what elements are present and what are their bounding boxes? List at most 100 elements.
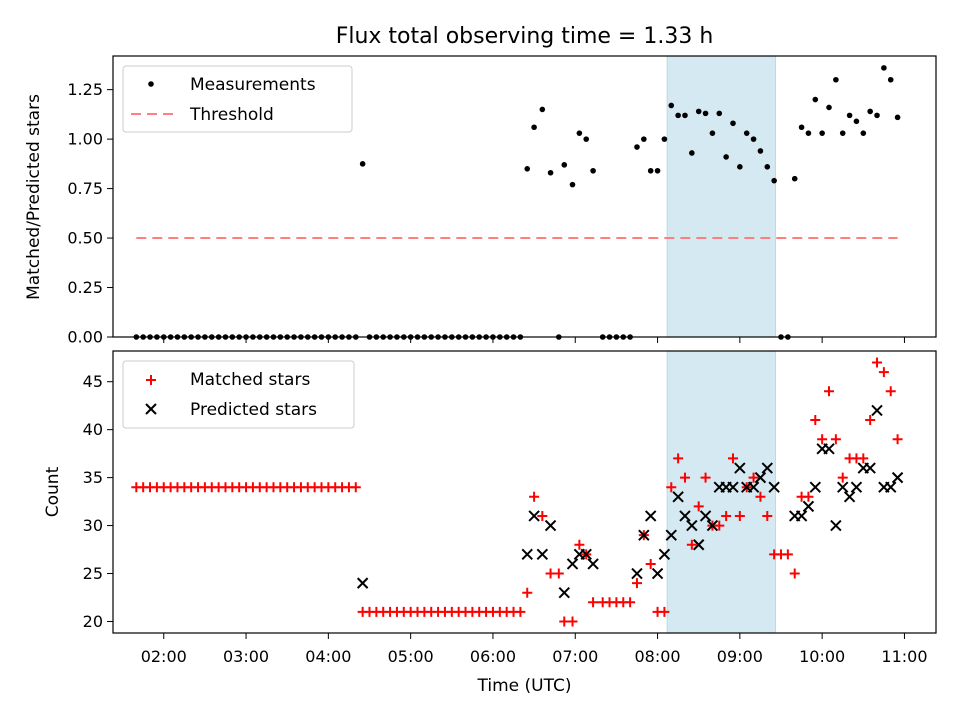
- predicted-star-point: [686, 519, 698, 532]
- measurement-point: [750, 136, 757, 142]
- matched-star-point: [515, 606, 526, 617]
- matched-star-point: [700, 472, 711, 483]
- matched-star-point: [679, 472, 690, 483]
- measurement-point: [695, 108, 702, 115]
- measurement-point: [641, 136, 647, 142]
- matched-star-point: [803, 491, 814, 502]
- measurement-point: [716, 110, 723, 117]
- x-tick-label: 10:00: [799, 647, 845, 666]
- measurement-point: [833, 76, 839, 83]
- measurement-point: [853, 118, 860, 125]
- matched-star-point: [755, 491, 766, 502]
- predicted-star-point: [644, 510, 657, 522]
- chart-title: Flux total observing time = 1.33 h: [336, 24, 714, 49]
- measurement-point: [805, 130, 812, 136]
- top-x-ticks: [163, 337, 905, 343]
- legend-predicted-label: Predicted stars: [190, 400, 317, 420]
- measurement-point: [576, 130, 583, 136]
- measurement-point: [846, 112, 853, 119]
- predicted-star-point: [891, 471, 904, 484]
- matched-star-point: [714, 520, 725, 531]
- legend-predicted-marker: [145, 403, 157, 415]
- measurement-point: [874, 112, 880, 119]
- predicted-star-point: [679, 510, 691, 522]
- matched-star-point: [824, 386, 835, 397]
- measurement-point: [675, 112, 681, 119]
- measurement-point: [819, 130, 825, 136]
- measurement-point: [359, 161, 366, 167]
- measurement-point: [723, 154, 729, 160]
- predicted-star-point: [706, 519, 719, 532]
- matched-star-point: [666, 482, 677, 493]
- matched-star-point: [537, 510, 548, 521]
- predicted-star-point: [802, 500, 815, 513]
- predicted-star-point: [356, 577, 369, 589]
- measurement-point: [668, 102, 675, 109]
- measurement-point: [812, 96, 819, 103]
- bottom-panel: 20 25 30 35 40 45 02:00 03:00 04:00 05:00 06:00 07…: [43, 350, 937, 696]
- y-tick-label: 45: [83, 372, 103, 391]
- measurement-point: [757, 148, 764, 154]
- matched-star-point: [727, 453, 738, 464]
- legend-matched-marker: [146, 375, 156, 385]
- measurement-point: [709, 130, 716, 136]
- measurement-point: [702, 110, 709, 117]
- matched-star-point: [625, 597, 636, 608]
- matched-star-point: [673, 453, 684, 464]
- matched-star-point: [885, 386, 896, 397]
- matched-star-point: [645, 558, 656, 569]
- bottom-x-axis: 02:00 03:00 04:00 05:00 06:00 07:00 08:00 09:00…: [141, 633, 928, 666]
- top-observing-span: [666, 55, 777, 338]
- matched-star-point: [553, 568, 564, 579]
- predicted-star-point: [638, 529, 650, 541]
- predicted-star-point: [768, 481, 780, 493]
- y-tick-label: 25: [83, 564, 103, 583]
- predicted-star-point: [747, 481, 760, 493]
- matched-star-point: [789, 568, 800, 579]
- predicted-star-point: [795, 510, 808, 522]
- predicted-star-point: [871, 404, 883, 417]
- legend-measurements-marker: [148, 81, 154, 87]
- bottom-y-axis: 20 25 30 35 40 45: [83, 372, 113, 631]
- top-legend: Measurements Threshold: [122, 65, 353, 133]
- predicted-star-point: [558, 587, 570, 599]
- predicted-stars-series: [356, 404, 904, 599]
- bottom-legend-box: [122, 360, 355, 429]
- matched-star-point: [865, 415, 876, 426]
- bottom-panel-frame: [112, 350, 937, 634]
- top-y-axis: 0.00 0.25 0.50 0.75 1.00 1.25: [67, 80, 113, 347]
- measurement-point: [798, 124, 805, 131]
- matched-star-point: [748, 472, 759, 483]
- matched-star-point: [721, 510, 732, 521]
- matched-star-point: [350, 482, 361, 493]
- y-tick-label: 20: [83, 612, 103, 631]
- measurement-point: [771, 177, 777, 184]
- measurement-point: [743, 130, 750, 136]
- predicted-star-point: [885, 481, 897, 493]
- matched-star-point: [631, 578, 642, 589]
- matched-star-point: [762, 510, 773, 521]
- y-tick-label: 0.50: [67, 229, 103, 248]
- x-tick-label: 03:00: [223, 647, 269, 666]
- predicted-star-point: [727, 481, 739, 493]
- bottom-legend: Matched stars Predicted stars: [122, 360, 355, 429]
- matched-star-point: [810, 415, 821, 426]
- matched-star-point: [782, 549, 793, 560]
- top-y-axis-label: Matched/Predicted stars: [24, 94, 44, 300]
- measurement-point: [531, 124, 537, 131]
- predicted-star-point: [830, 519, 842, 532]
- y-tick-label: 0.00: [67, 328, 103, 347]
- y-tick-label: 35: [83, 468, 103, 487]
- y-tick-label: 0.25: [67, 278, 103, 297]
- x-tick-label: 11:00: [881, 647, 927, 666]
- predicted-star-point: [651, 567, 664, 580]
- y-tick-label: 1.25: [67, 80, 103, 99]
- measurement-point: [661, 136, 668, 142]
- measurement-point: [894, 114, 901, 121]
- predicted-star-point: [521, 548, 533, 561]
- top-panel-frame: [112, 55, 937, 338]
- predicted-star-point: [580, 548, 592, 561]
- matched-star-point: [830, 434, 841, 445]
- matched-star-point: [588, 597, 599, 608]
